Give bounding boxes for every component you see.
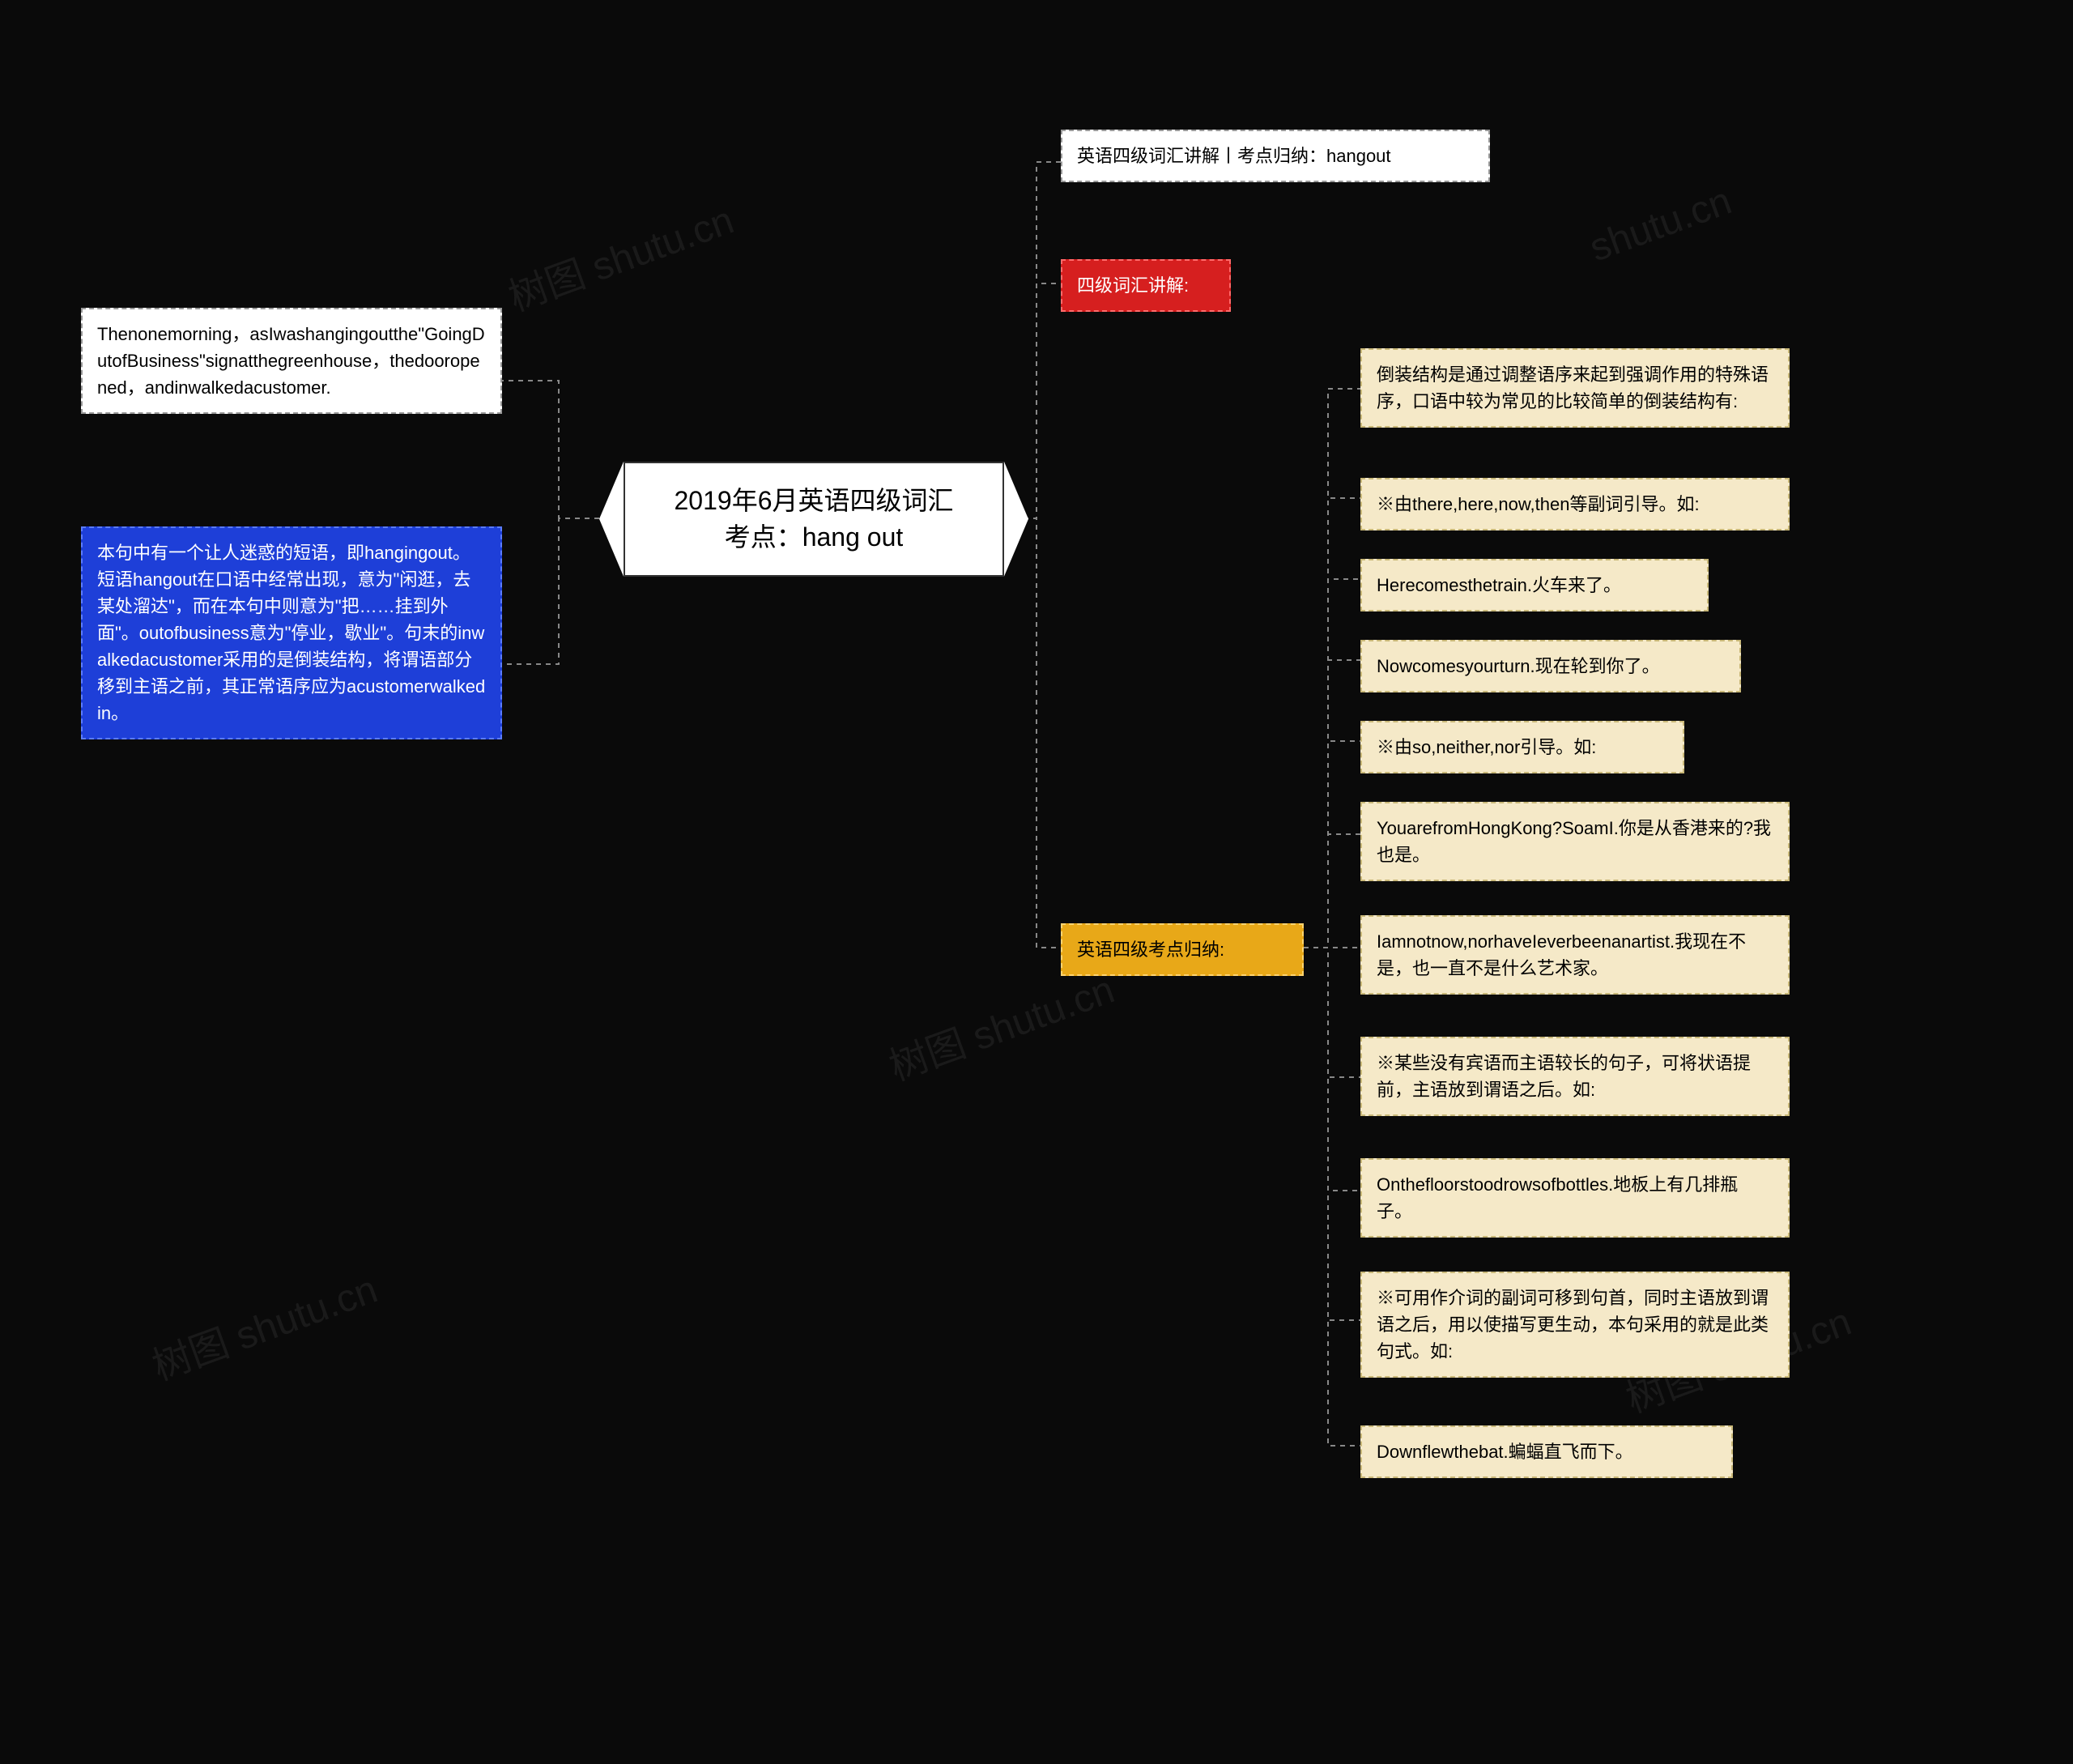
right-title-node: 英语四级词汇讲解丨考点归纳：hangout [1061, 130, 1490, 182]
point-node: Herecomesthetrain.火车来了。 [1360, 559, 1709, 611]
point-node: ※某些没有宾语而主语较长的句子，可将状语提前，主语放到谓语之后。如: [1360, 1037, 1790, 1116]
root-node: 2019年6月英语四级词汇 考点：hang out [599, 462, 1028, 577]
connector-lines [0, 0, 2073, 1764]
point-node: YouarefromHongKong?SoamI.你是从香港来的?我也是。 [1360, 802, 1790, 881]
point-node: ※由there,here,now,then等副词引导。如: [1360, 478, 1790, 530]
section-summary-node: 英语四级考点归纳: [1061, 923, 1304, 976]
section-vocab-node: 四级词汇讲解: [1061, 259, 1231, 312]
root-title-line1: 2019年6月英语四级词汇 [649, 483, 978, 519]
left-explain-node: 本句中有一个让人迷惑的短语，即hangingout。短语hangout在口语中经… [81, 526, 502, 739]
point-node: 倒装结构是通过调整语序来起到强调作用的特殊语序，口语中较为常见的比较简单的倒装结… [1360, 348, 1790, 428]
watermark: 树图 shutu.cn [143, 1257, 384, 1391]
watermark: 树图 shutu.cn [880, 957, 1121, 1091]
point-node: Downflewthebat.蝙蝠直飞而下。 [1360, 1425, 1733, 1478]
left-example-node: Thenonemorning，asIwashangingoutthe"Going… [81, 308, 502, 414]
watermark: 树图 shutu.cn [500, 188, 740, 322]
point-node: Nowcomesyourturn.现在轮到你了。 [1360, 640, 1741, 692]
root-title-line2: 考点：hang out [649, 519, 978, 556]
watermark: shutu.cn [1584, 179, 1737, 271]
point-node: Onthefloorstoodrowsofbottles.地板上有几排瓶子。 [1360, 1158, 1790, 1238]
point-node: ※可用作介词的副词可移到句首，同时主语放到谓语之后，用以使描写更生动，本句采用的… [1360, 1272, 1790, 1378]
point-node: ※由so,neither,nor引导。如: [1360, 721, 1684, 773]
point-node: Iamnotnow,norhaveIeverbeenanartist.我现在不是… [1360, 915, 1790, 995]
